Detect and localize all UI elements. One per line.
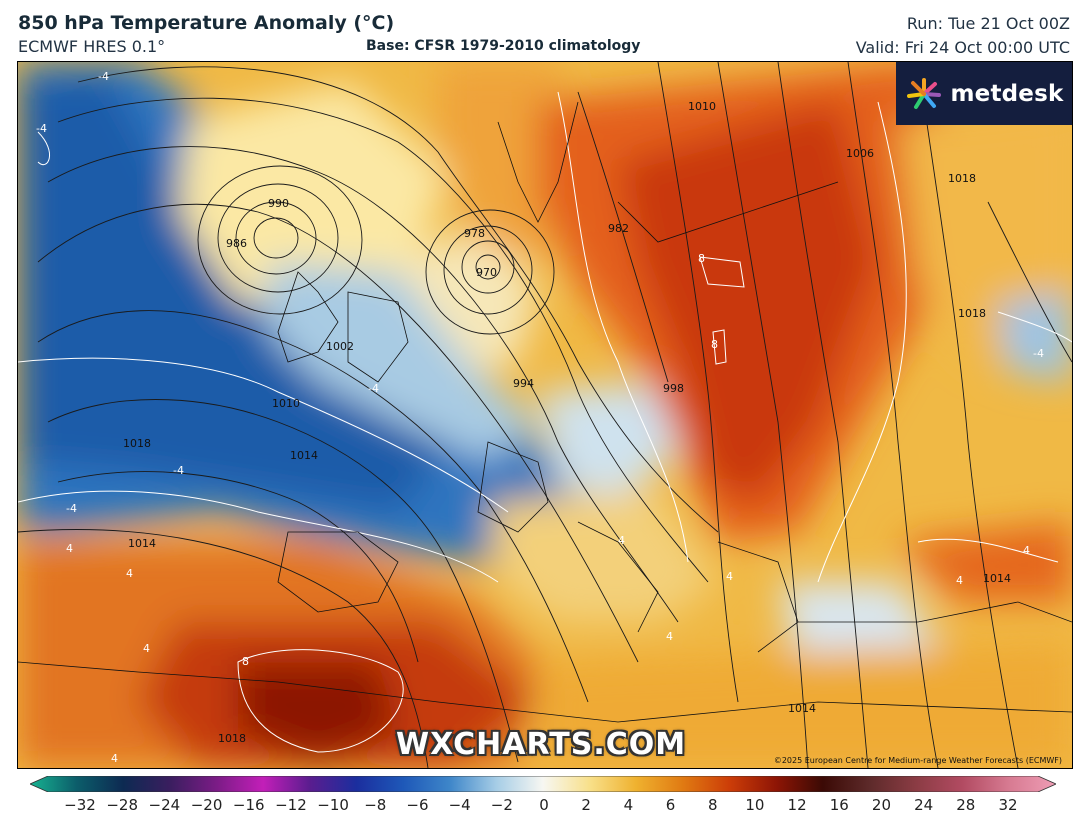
anomaly-label: 4 xyxy=(956,574,963,587)
colorbar-tick-label: −6 xyxy=(406,796,429,814)
isobar-label: 1018 xyxy=(123,437,151,450)
copyright-notice: ©2025 European Centre for Medium-range W… xyxy=(773,756,1062,765)
colorbar-tick-label: −12 xyxy=(275,796,307,814)
isobar-label: 986 xyxy=(226,237,247,250)
isobar-label: 970 xyxy=(476,266,497,279)
watermark: WXCHARTS.COM xyxy=(396,727,687,762)
anomaly-label: 4 xyxy=(726,570,733,583)
isobar-label: 982 xyxy=(608,222,629,235)
isobar-label: 1014 xyxy=(983,572,1011,585)
anomaly-label: -4 xyxy=(98,70,109,83)
colorbar-tick-label: 24 xyxy=(914,796,934,814)
map-field: 990 986 978 970 982 994 998 1002 1006 1010 1014 101… xyxy=(18,62,1072,768)
colorbar-tick-label: 8 xyxy=(707,796,718,814)
colorbar-tick-label: 20 xyxy=(871,796,891,814)
isobar-label: 1002 xyxy=(326,340,354,353)
colorbar-tick-label: 6 xyxy=(665,796,676,814)
anomaly-label: 4 xyxy=(126,567,133,580)
isobar-label: 1014 xyxy=(290,449,318,462)
colorbar-tick-label: 0 xyxy=(539,796,549,814)
isobar-label: 1018 xyxy=(948,172,976,185)
isobars xyxy=(18,62,1072,768)
colorbar-tick-label: −24 xyxy=(148,796,181,814)
isobar-label: 1018 xyxy=(958,307,986,320)
anomaly-label: -4 xyxy=(368,382,379,395)
colorbar-tick-label: −10 xyxy=(317,796,349,814)
colorbar-tick-label: −28 xyxy=(106,796,138,814)
colorbar-tick-label: −32 xyxy=(64,796,96,814)
isobar-label: 1018 xyxy=(218,732,246,745)
isobar-label: 998 xyxy=(663,382,684,395)
colorbar-tick-label: −20 xyxy=(190,796,223,814)
metdesk-flower-icon xyxy=(907,77,942,109)
isobar-label: 1006 xyxy=(846,147,874,160)
colorbar-tick-label: 16 xyxy=(829,796,849,814)
coastlines xyxy=(18,101,1072,723)
colorbar-tick-label: 4 xyxy=(623,796,634,814)
anomaly-label: 4 xyxy=(66,542,73,555)
colorbar-tick-label: 32 xyxy=(998,796,1018,814)
anomaly-label: -4 xyxy=(36,122,47,135)
metdesk-logo-text: metdesk xyxy=(950,80,1064,107)
isobar-label: 1010 xyxy=(272,397,300,410)
anomaly-label: 8 xyxy=(698,252,705,265)
isobar-label: 1014 xyxy=(788,702,816,715)
anomaly-label: 4 xyxy=(666,630,673,643)
anomaly-label: 4 xyxy=(1023,544,1030,557)
anomaly-label: -4 xyxy=(1033,347,1044,360)
isobar-label: 990 xyxy=(268,197,289,210)
anomaly-label: 4 xyxy=(618,534,625,547)
anomaly-label: 8 xyxy=(242,655,249,668)
isobar-label: 1014 xyxy=(128,537,156,550)
base-climatology: Base: CFSR 1979-2010 climatology xyxy=(366,38,641,54)
colorbar-tick-label: 10 xyxy=(745,796,765,814)
anomaly-label: -4 xyxy=(173,464,184,477)
isobar-label: 978 xyxy=(464,227,485,240)
anomaly-label: 8 xyxy=(711,338,718,351)
colorbar-tick-label: 12 xyxy=(787,796,807,814)
colorbar xyxy=(30,776,1056,792)
anomaly-contours xyxy=(18,91,1072,753)
valid-time: Valid: Fri 24 Oct 00:00 UTC xyxy=(855,38,1070,57)
anomaly-map: 990 986 978 970 982 994 998 1002 1006 1010 1014 101… xyxy=(17,61,1073,769)
isobar-label: 1010 xyxy=(688,100,716,113)
anomaly-label: 4 xyxy=(143,642,150,655)
run-time: Run: Tue 21 Oct 00Z xyxy=(906,14,1070,33)
colorbar-tick-label: 2 xyxy=(581,796,591,814)
isobar-label: 994 xyxy=(513,377,534,390)
colorbar-tick-label: −16 xyxy=(232,796,265,814)
metdesk-logo: metdesk xyxy=(896,62,1072,125)
anomaly-label: -4 xyxy=(66,502,77,515)
colorbar-tick-label: −8 xyxy=(364,796,387,814)
colorbar-tick-label: −2 xyxy=(490,796,513,814)
model-name: ECMWF HRES 0.1° xyxy=(18,37,166,56)
chart-title: 850 hPa Temperature Anomaly (°C) xyxy=(18,12,395,34)
colorbar-tick-label: −4 xyxy=(448,796,471,814)
colorbar-tick-label: 28 xyxy=(956,796,976,814)
anomaly-label: 4 xyxy=(111,752,118,765)
